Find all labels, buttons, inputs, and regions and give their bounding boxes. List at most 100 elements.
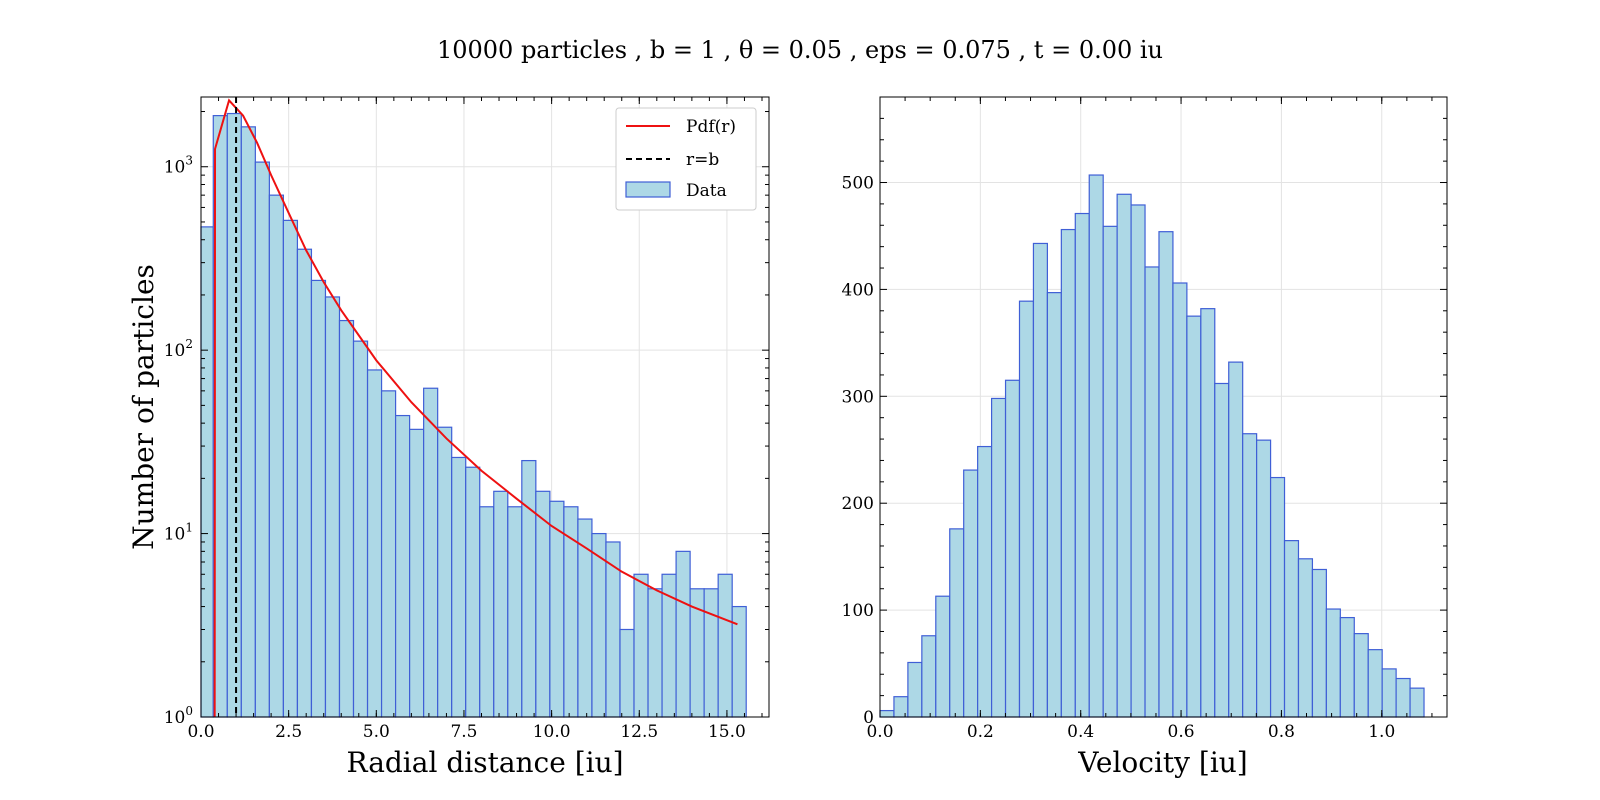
velocity-axes-frame <box>879 96 1448 718</box>
velocity-histogram-bar <box>1339 616 1355 718</box>
velocity-histogram-bar <box>1283 540 1300 718</box>
radial-x-tick-label: 10.0 <box>533 722 571 742</box>
velocity-histogram-bar <box>1228 361 1244 718</box>
radial-histogram-bar <box>493 490 509 718</box>
radial-histogram-bar <box>437 426 453 718</box>
velocity-histogram-bar <box>1018 300 1035 718</box>
radial-histogram-bar <box>296 248 313 718</box>
velocity-histogram-bar <box>1074 212 1090 718</box>
velocity-histogram-bar <box>1325 608 1341 718</box>
radial-histogram-bar <box>380 390 397 718</box>
radial-histogram-bar <box>535 490 551 718</box>
radial-y-axis-label: Number of particles <box>127 264 160 550</box>
velocity-histogram-bar <box>1311 568 1327 718</box>
radial-histogram-bar <box>254 161 270 718</box>
velocity-histogram-bar <box>921 635 937 718</box>
radial-histogram-bar <box>633 573 649 718</box>
velocity-y-tick-label: 500 <box>842 174 874 194</box>
velocity-histogram-bar <box>879 709 895 718</box>
radial-histogram-bar <box>507 506 523 718</box>
radial-x-tick-label: 5.0 <box>363 722 390 742</box>
radial-histogram-bar <box>324 296 341 718</box>
velocity-histogram-bar <box>1004 379 1021 718</box>
radial-histogram-bar <box>409 428 425 718</box>
radial-y-tick-label: 103 <box>164 154 193 178</box>
velocity-y-tick-label: 200 <box>842 494 874 514</box>
velocity-histogram-bar <box>1102 225 1118 718</box>
velocity-histogram-bar <box>1032 242 1048 718</box>
radial-x-tick-label: 7.5 <box>450 722 477 742</box>
velocity-histogram-bar <box>1269 476 1286 718</box>
velocity-histogram-bar <box>1242 433 1258 718</box>
pdf-curve <box>213 98 738 718</box>
radial-histogram-bar <box>268 194 284 718</box>
radial-histogram-bar <box>717 573 733 718</box>
velocity-histogram-bar <box>1186 315 1202 718</box>
velocity-y-tick-label: 0 <box>863 708 874 728</box>
velocity-histogram-bars <box>879 174 1425 718</box>
velocity-histogram-bar <box>1144 266 1160 718</box>
velocity-x-tick-label: 0.8 <box>1268 722 1295 742</box>
legend-rb-label: r=b <box>686 150 719 170</box>
velocity-histogram-bar <box>935 595 951 718</box>
velocity-histogram-bar <box>949 528 965 718</box>
velocity-histogram-bar <box>1214 382 1230 718</box>
velocity-histogram-bar <box>1158 231 1174 718</box>
legend: Pdf(r) r=b Data <box>615 107 757 211</box>
radial-x-axis-label: Radial distance [iu] <box>346 746 623 779</box>
radial-histogram-bar <box>619 628 635 718</box>
radial-histogram-bar <box>240 126 256 718</box>
radial-histogram-bar <box>479 506 495 718</box>
velocity-x-tick-label: 0.2 <box>967 722 994 742</box>
radial-y-tick-label: 102 <box>164 337 193 361</box>
radial-histogram-bar <box>521 459 537 718</box>
radial-x-tick-label: 15.0 <box>708 722 746 742</box>
radial-histogram-bar <box>310 279 327 718</box>
velocity-histogram-bar <box>1088 174 1104 718</box>
velocity-histogram-bar <box>977 445 993 718</box>
velocity-x-tick-label: 0.0 <box>866 722 893 742</box>
radial-histogram-bar <box>577 518 593 718</box>
radial-histogram-bar <box>200 226 214 718</box>
legend-data-swatch <box>625 181 671 198</box>
radial-histogram-bar <box>647 588 663 718</box>
radial-x-tick-label: 2.5 <box>275 722 302 742</box>
velocity-histogram-bar <box>1395 677 1411 718</box>
radial-x-tick-label: 12.5 <box>620 722 658 742</box>
velocity-x-tick-label: 1.0 <box>1368 722 1395 742</box>
radial-histogram-bar <box>451 456 467 718</box>
velocity-x-tick-label: 0.4 <box>1067 722 1094 742</box>
velocity-histogram-bar <box>1060 228 1076 718</box>
radial-histogram-bar <box>675 550 691 718</box>
radial-histogram-bar <box>226 112 242 718</box>
velocity-x-axis-label: Velocity [iu] <box>1077 746 1247 779</box>
velocity-histogram-bar <box>893 696 909 718</box>
radial-x-tick-label: 0.0 <box>187 722 214 742</box>
velocity-histogram-bar <box>1200 308 1216 718</box>
velocity-histogram-bar <box>963 469 979 718</box>
radial-histogram-bar <box>423 387 439 718</box>
velocity-y-tick-label: 400 <box>842 280 874 300</box>
velocity-ticks: 0.0 0.2 0.4 0.6 0.8 1.0 0 100 200 300 400 500 <box>842 97 1447 742</box>
radial-histogram-bar <box>465 466 481 718</box>
radial-histogram-bar <box>394 414 411 718</box>
velocity-histogram-bar <box>1116 193 1132 718</box>
radial-histogram-bar <box>366 369 383 718</box>
velocity-y-tick-label: 300 <box>842 387 874 407</box>
velocity-histogram-bar <box>990 397 1007 718</box>
velocity-histogram-bar <box>1046 292 1062 718</box>
velocity-histogram-bar <box>1172 282 1188 718</box>
velocity-histogram-bar <box>1297 558 1314 718</box>
radial-histogram-bar <box>338 319 355 718</box>
velocity-histogram-bar <box>1381 668 1397 718</box>
radial-y-tick-label: 101 <box>164 521 193 545</box>
velocity-histogram-bar <box>1256 439 1272 718</box>
radial-histogram-bar <box>352 340 369 718</box>
velocity-panel: 0.0 0.2 0.4 0.6 0.8 1.0 0 100 200 300 400 500 Veloc… <box>842 96 1448 779</box>
velocity-histogram-bar <box>1367 649 1383 718</box>
velocity-x-tick-label: 0.6 <box>1168 722 1195 742</box>
legend-data-label: Data <box>686 181 727 201</box>
